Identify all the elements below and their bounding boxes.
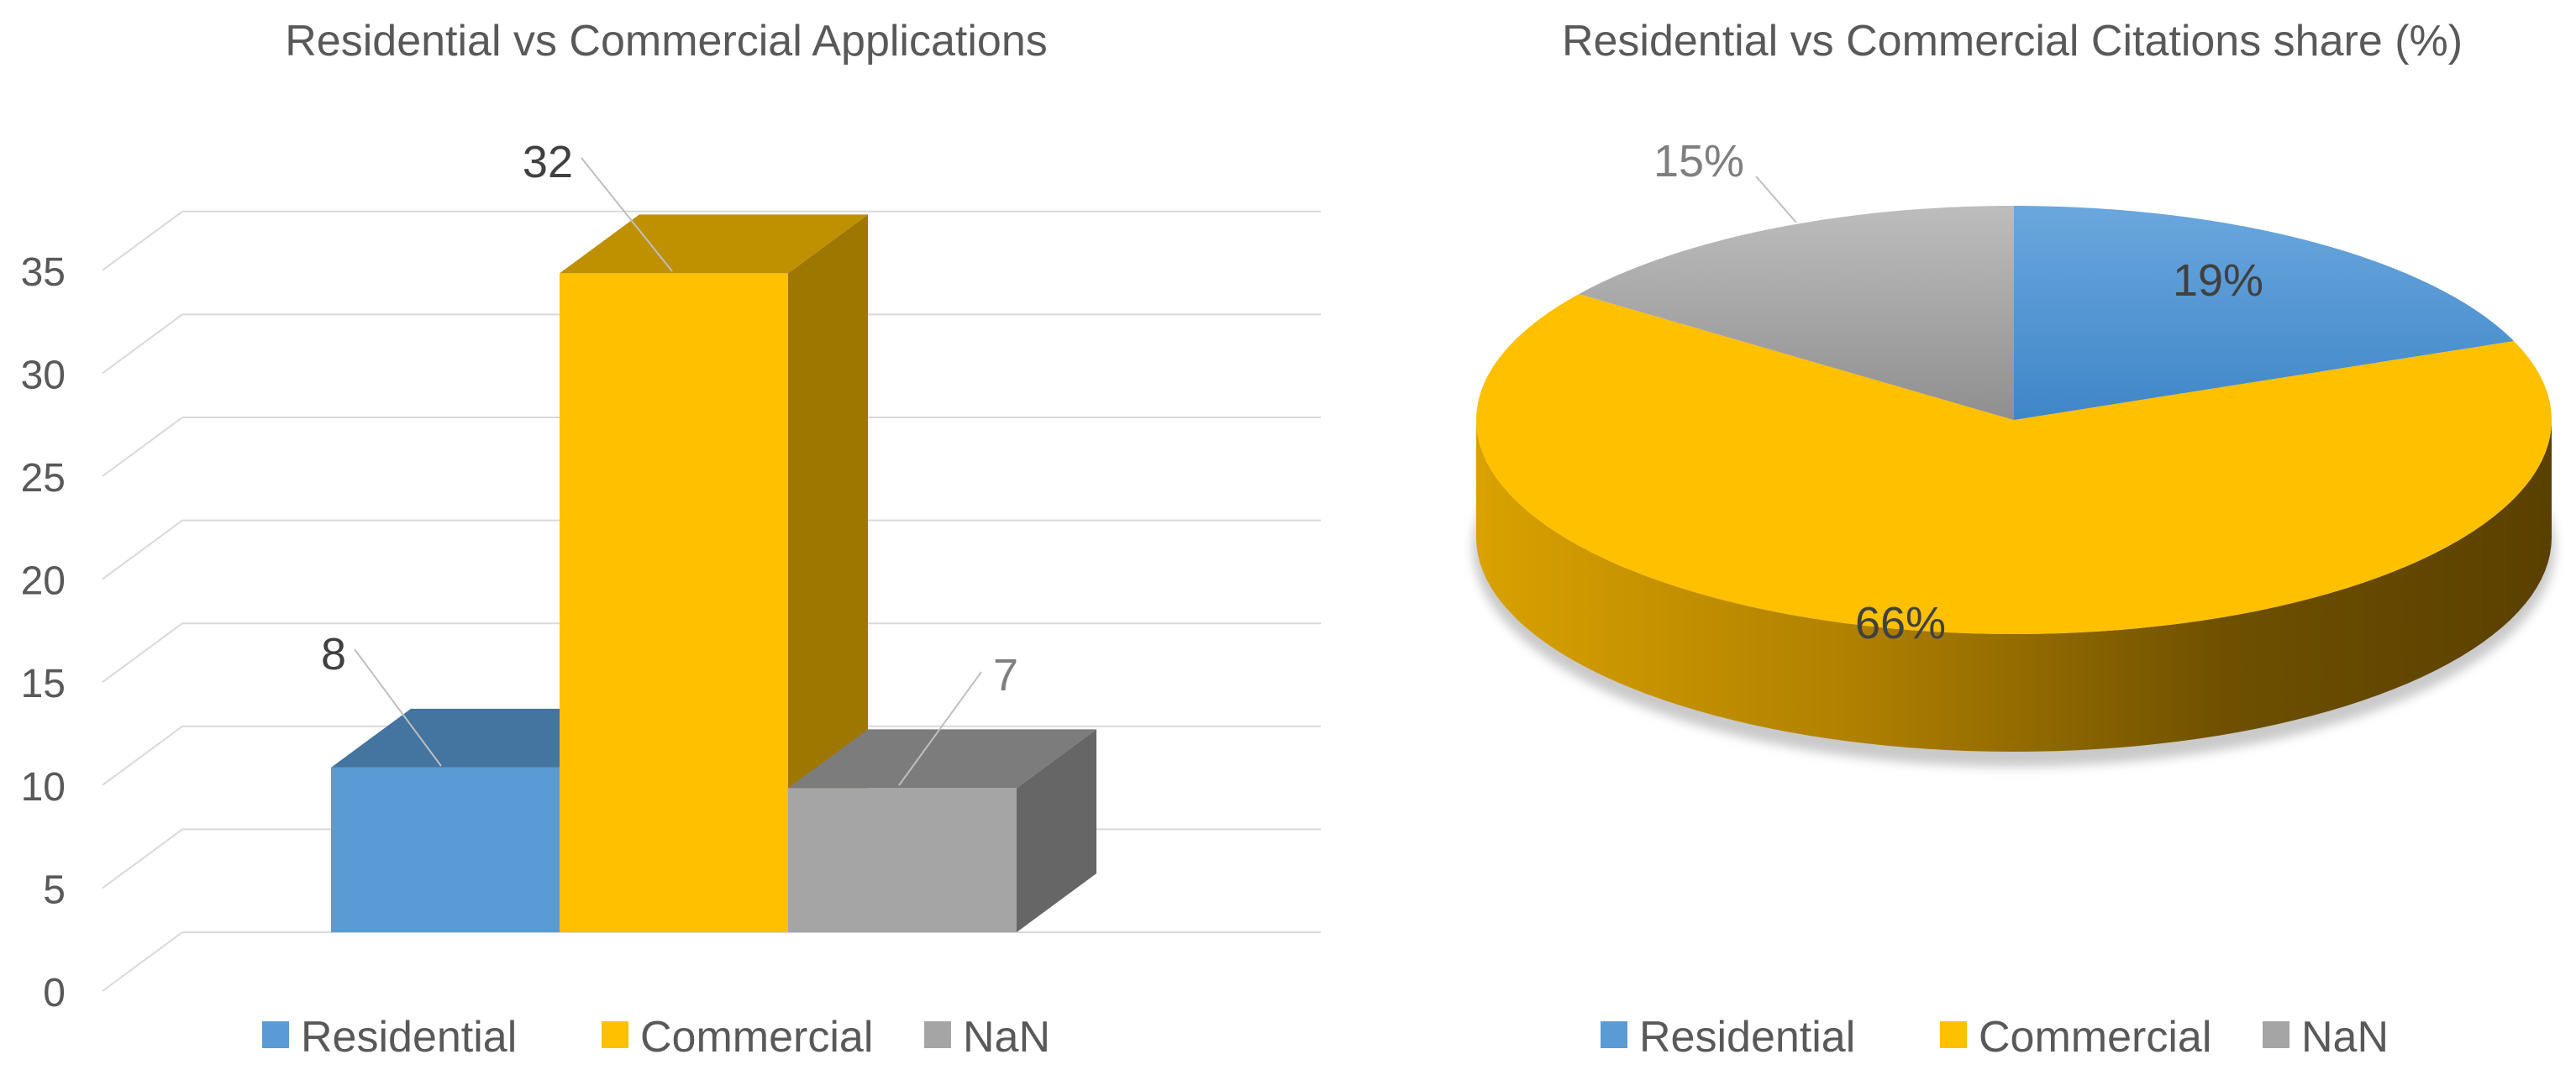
bar-y-axis: 0 5 10 15 20 25 30 35 xyxy=(21,250,66,1015)
bar-data-label-2: 7 xyxy=(993,650,1018,700)
bar-gridline-diag-4 xyxy=(102,519,183,580)
bar-gridline-diag-5 xyxy=(102,417,183,477)
bar-label-leader-2 xyxy=(898,671,982,786)
pie-label-leader-2 xyxy=(1755,176,1797,223)
pie-chart-title: Residential vs Commercial Citations shar… xyxy=(1562,17,2463,66)
pie-slice-2 xyxy=(1579,206,2014,420)
pie-chart: Residential vs Commercial Citations shar… xyxy=(1473,17,2555,1062)
pie-legend-label-0: Residential xyxy=(1639,1013,1855,1062)
bar-y-tick-3: 15 xyxy=(21,662,66,706)
bar-series xyxy=(331,214,1096,933)
bar-legend-swatch-0 xyxy=(262,1021,289,1048)
pie-data-label-1: 66% xyxy=(1855,598,1946,648)
bar-legend-label-2: NaN xyxy=(963,1013,1050,1062)
pie-data-label-0: 19% xyxy=(2173,255,2263,306)
bar-legend-swatch-2 xyxy=(924,1021,951,1048)
pie-legend-label-2: NaN xyxy=(2301,1013,2389,1062)
bar-gridline-diag-0 xyxy=(102,931,183,992)
bar-gridline-diag-7 xyxy=(102,210,183,271)
pie-legend-swatch-2 xyxy=(2263,1021,2289,1048)
bar-legend-swatch-1 xyxy=(602,1021,628,1048)
bar-label-leader-1 xyxy=(581,157,673,272)
bar-data-label-1: 32 xyxy=(523,137,573,187)
pie-series xyxy=(1473,206,2555,767)
pie-legend-label-1: Commercial xyxy=(1979,1013,2211,1062)
bar-y-tick-4: 20 xyxy=(21,559,66,604)
bar-top-1 xyxy=(560,214,868,274)
bar-gridline-diag-3 xyxy=(102,622,183,684)
bar-y-tick-0: 0 xyxy=(43,971,66,1015)
pie-data-label-2: 15% xyxy=(1653,136,1744,186)
bar-chart-title: Residential vs Commercial Applications xyxy=(285,17,1048,66)
bar-chart: Residential vs Commercial Applications 0… xyxy=(21,17,1321,1062)
bar-gridline-diag-6 xyxy=(102,313,183,375)
bar-legend-label-0: Residential xyxy=(301,1013,517,1062)
bar-side-2 xyxy=(1017,729,1096,932)
bar-legend-label-1: Commercial xyxy=(640,1013,873,1062)
bar-2 xyxy=(788,788,1017,932)
pie-slice-1 xyxy=(1476,294,2552,634)
bar-y-tick-2: 10 xyxy=(21,765,66,810)
bar-legend: Residential Commercial NaN xyxy=(262,1013,1050,1062)
bar-0 xyxy=(331,767,560,932)
pie-legend: Residential Commercial NaN xyxy=(1601,1013,2389,1062)
bar-gridline-diag-2 xyxy=(102,725,183,786)
bar-data-label-0: 8 xyxy=(321,629,346,679)
bar-top-2 xyxy=(788,729,1096,789)
pie-legend-swatch-0 xyxy=(1601,1021,1627,1048)
pie-data-labels: 19% 66% 15% xyxy=(1653,136,2263,648)
bar-label-leader-0 xyxy=(354,648,442,767)
bar-1 xyxy=(560,273,788,932)
pie-legend-swatch-1 xyxy=(1940,1021,1967,1048)
bar-gridline-diag-1 xyxy=(102,828,183,889)
bar-y-tick-7: 35 xyxy=(21,250,66,295)
bar-data-labels: 8 32 7 xyxy=(321,137,1018,786)
pie-side-wall xyxy=(1476,420,2552,752)
bar-y-tick-6: 30 xyxy=(21,353,66,397)
bar-y-tick-1: 5 xyxy=(43,868,66,912)
pie-slice-0 xyxy=(2014,206,2515,420)
bar-y-tick-5: 25 xyxy=(21,456,66,501)
